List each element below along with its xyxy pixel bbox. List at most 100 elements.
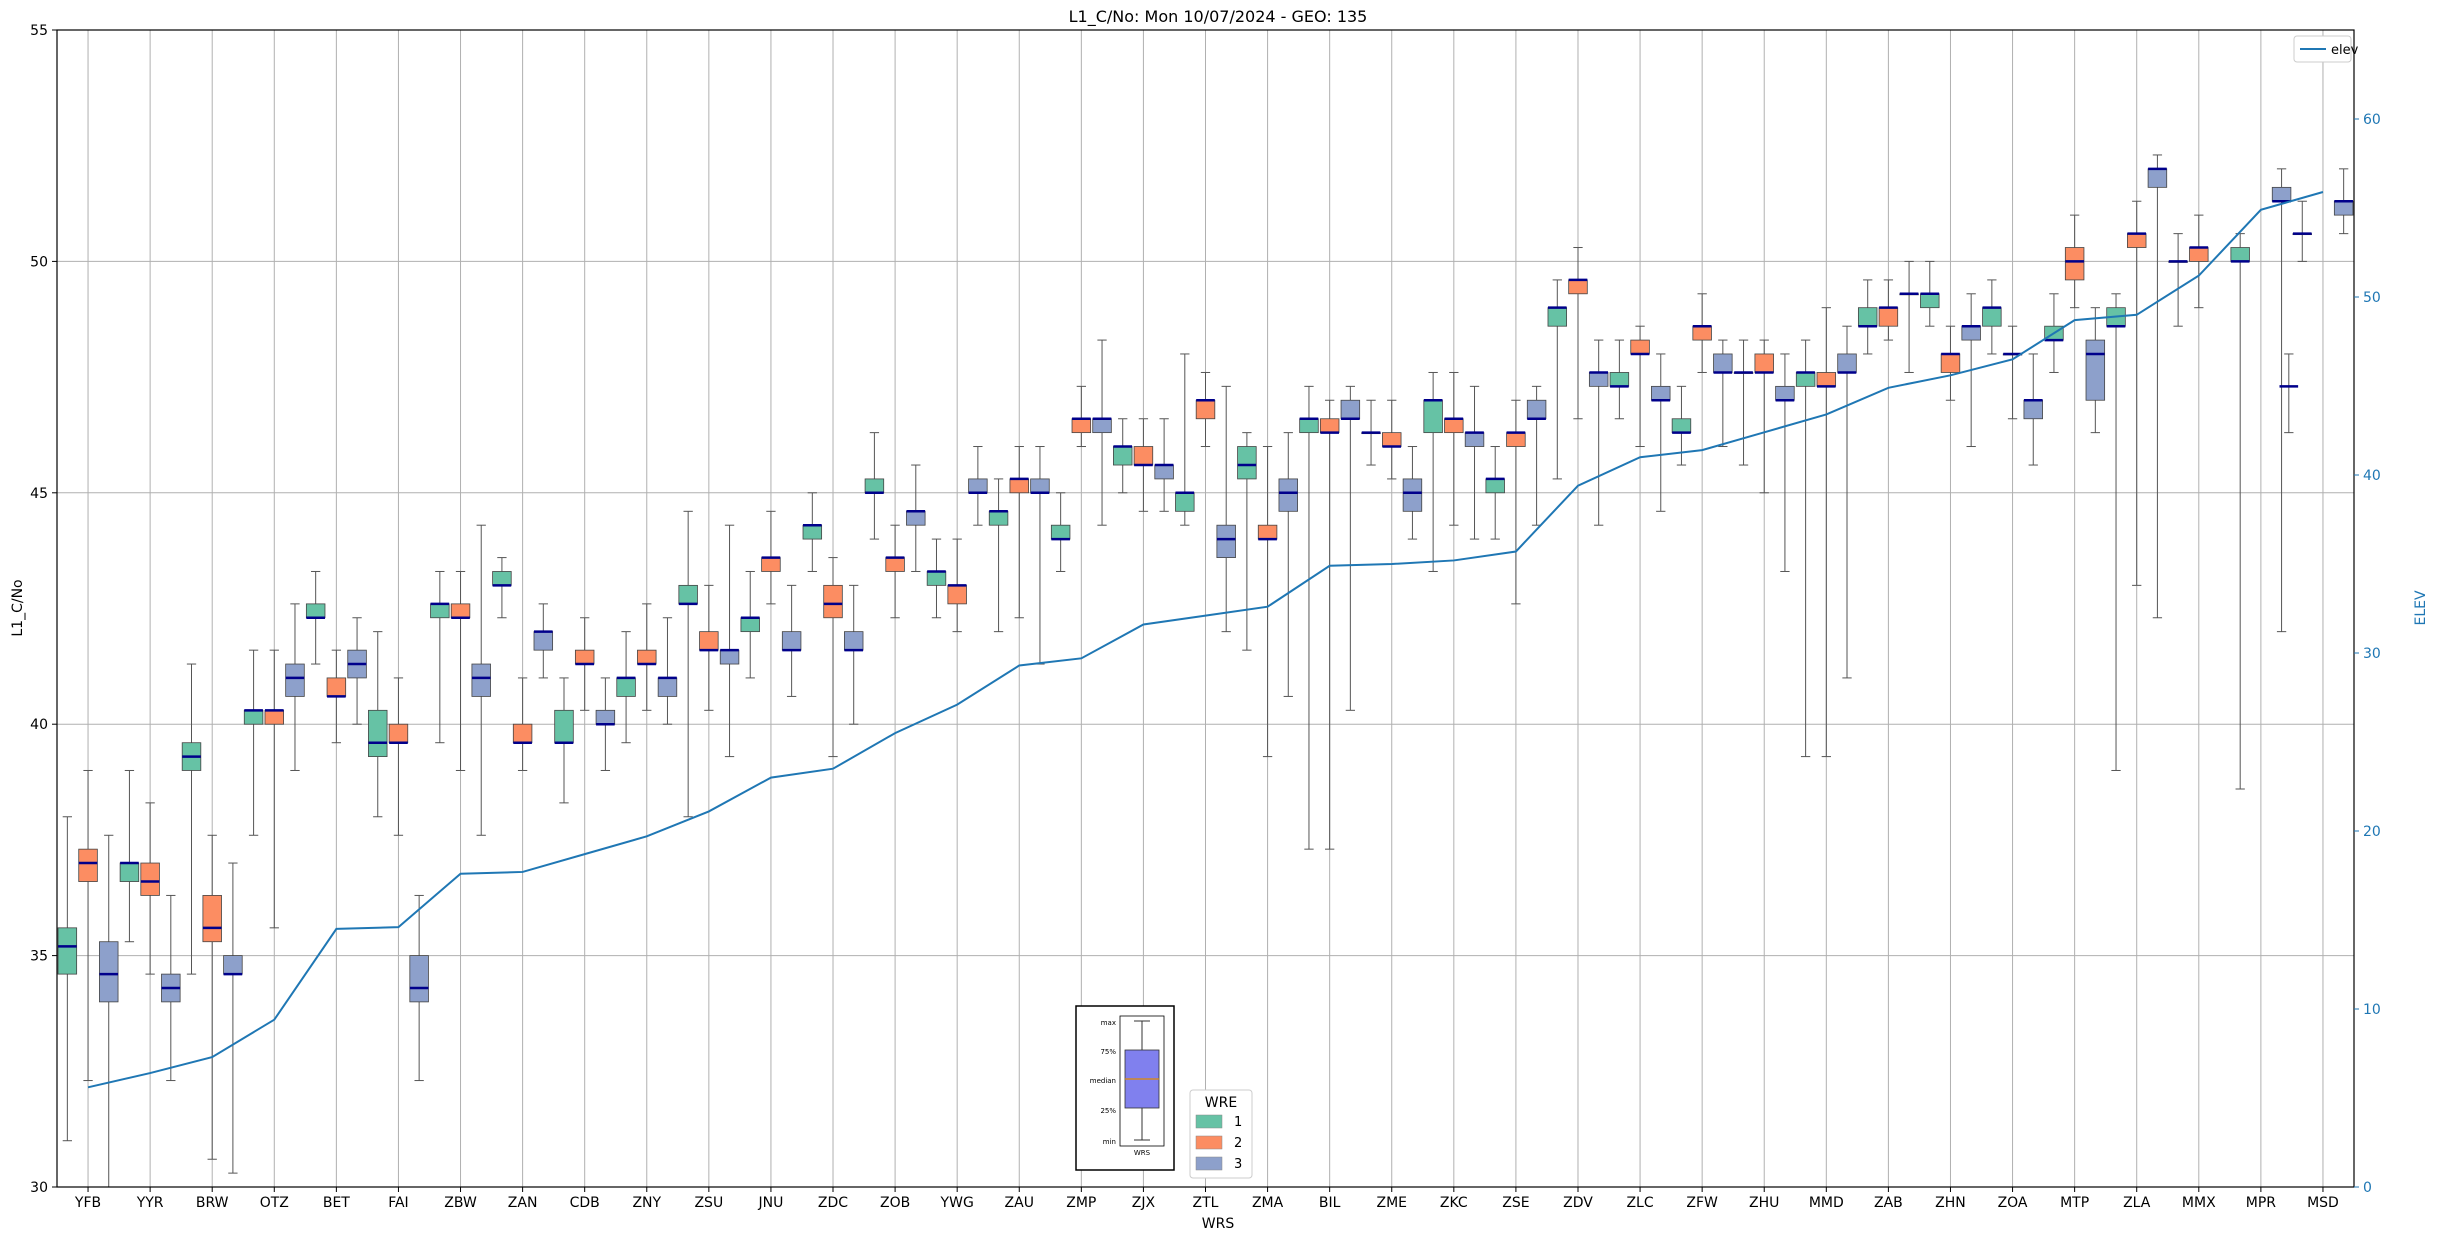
inset-key-label: min [1103,1138,1116,1146]
box-iqr [2333,200,2354,216]
y-tick-label: 35 [30,949,48,965]
box-iqr [1630,339,1650,355]
x-tick-label: FAI [388,1195,408,1211]
box-iqr [1920,293,1940,309]
box-iqr [2147,168,2168,188]
box-ZNY-wre3 [657,617,678,725]
box-iqr [1050,524,1071,540]
box-iqr [430,603,450,619]
wre-legend-title: WRE [1205,1095,1237,1111]
box-ZMA-wre1 [1237,432,1257,651]
box-iqr [450,603,471,619]
box-ZDV-wre1 [1547,279,1568,480]
box-iqr [781,631,802,651]
box-iqr [1609,372,1630,387]
x-tick-label: CDB [570,1195,600,1211]
box-iqr [1982,307,2002,327]
box-ZAN-wre3 [533,603,554,679]
box-iqr [1175,492,1195,512]
box-iqr [533,631,554,651]
box-ZSE-wre2 [1506,399,1526,605]
box-iqr [1754,353,1774,373]
box-iqr [1009,478,1029,494]
box-iqr [1651,385,1671,401]
box-ZTL-wre1 [1175,353,1195,526]
box-ZSU-wre3 [719,524,740,758]
x-tick-label: ZTL [1193,1195,1219,1211]
box-ZSE-wre3 [1526,385,1547,526]
box-iqr [823,584,843,619]
box-ZME-wre1 [1361,399,1381,466]
x-tick-label: MMD [1809,1195,1844,1211]
inset-key-label: 75% [1100,1048,1116,1056]
box-ZFW-wre1 [1671,385,1692,466]
x-tick-label: BRW [196,1195,229,1211]
box-ZAU-wre2 [1009,446,1029,619]
box-iqr [140,862,160,896]
x-tick-label: YWG [940,1195,974,1211]
box-ZDC-wre1 [802,492,823,572]
box-ZDC-wre2 [823,557,843,758]
box-iqr [119,862,140,882]
box-iqr [554,709,574,744]
box-iqr [699,631,719,651]
box-iqr [1113,446,1133,466]
box-ZLC-wre2 [1630,325,1650,448]
box-ZSU-wre1 [678,510,698,818]
box-ZME-wre2 [1382,399,1402,480]
box-ZDV-wre3 [1588,339,1609,526]
x-tick-label: ZFW [1686,1195,1718,1211]
box-YYR-wre1 [119,769,140,943]
box-key-inset: max 75% median 25% min WRS [1075,1005,1175,1171]
y2-axis-label: ELEV [2413,590,2429,625]
box-iqr [1299,418,1319,434]
box-CDB-wre2 [574,617,595,711]
y-tick-label: 30 [30,1180,48,1196]
box-MPR-wre3 [2271,168,2292,633]
box-iqr [947,584,967,605]
box-iqr [2023,399,2043,420]
box-ZMP-wre2 [1071,385,1092,448]
box-ZMP-wre1 [1050,492,1071,572]
box-iqr [719,649,740,665]
box-ZLA-wre3 [2147,154,2168,619]
box-iqr [1092,418,1112,434]
box-MMX-wre1 [2168,233,2188,327]
x-tick-label: ZLC [1626,1195,1653,1211]
x-tick-label: BET [323,1195,350,1211]
x-tick-label: ZHU [1749,1195,1779,1211]
box-iqr [802,524,823,540]
box-iqr [761,557,781,572]
box-iqr [1961,325,1981,341]
box-YWG-wre3 [968,446,988,526]
x-tick-label: MMX [2182,1195,2216,1211]
box-ZHU-wre2 [1754,339,1774,494]
box-MSD-wre3 [2333,168,2354,235]
box-iqr [637,649,657,665]
box-ZBW-wre1 [430,570,450,744]
box-BIL-wre1 [1299,385,1319,850]
box-MPR-wre1 [2230,233,2250,790]
box-iqr [988,510,1009,526]
box-ZLC-wre1 [1609,339,1630,420]
inset-xlabel: WRS [1134,1149,1151,1157]
box-iqr [1837,353,1857,373]
box-iqr [1423,399,1443,434]
y2-tick-label: 20 [2363,824,2381,840]
box-iqr [843,631,864,651]
box-iqr [326,677,347,697]
inset-axes [1119,1015,1165,1147]
box-ZOA-wre3 [2023,353,2043,466]
box-ZOB-wre2 [885,524,905,619]
box-YFB-wre2 [78,769,98,1082]
x-tick-label: ZSE [1502,1195,1529,1211]
box-MTP-wre2 [2064,214,2085,309]
box-ZKC-wre2 [1444,371,1464,526]
x-tick-label: ZAN [508,1195,538,1211]
box-OTZ-wre3 [285,603,305,771]
box-iqr [2064,247,2085,281]
box-iqr [57,927,78,975]
x-axis-label: WRS [1202,1216,1235,1232]
box-iqr [99,941,119,1003]
box-OTZ-wre2 [264,649,284,929]
